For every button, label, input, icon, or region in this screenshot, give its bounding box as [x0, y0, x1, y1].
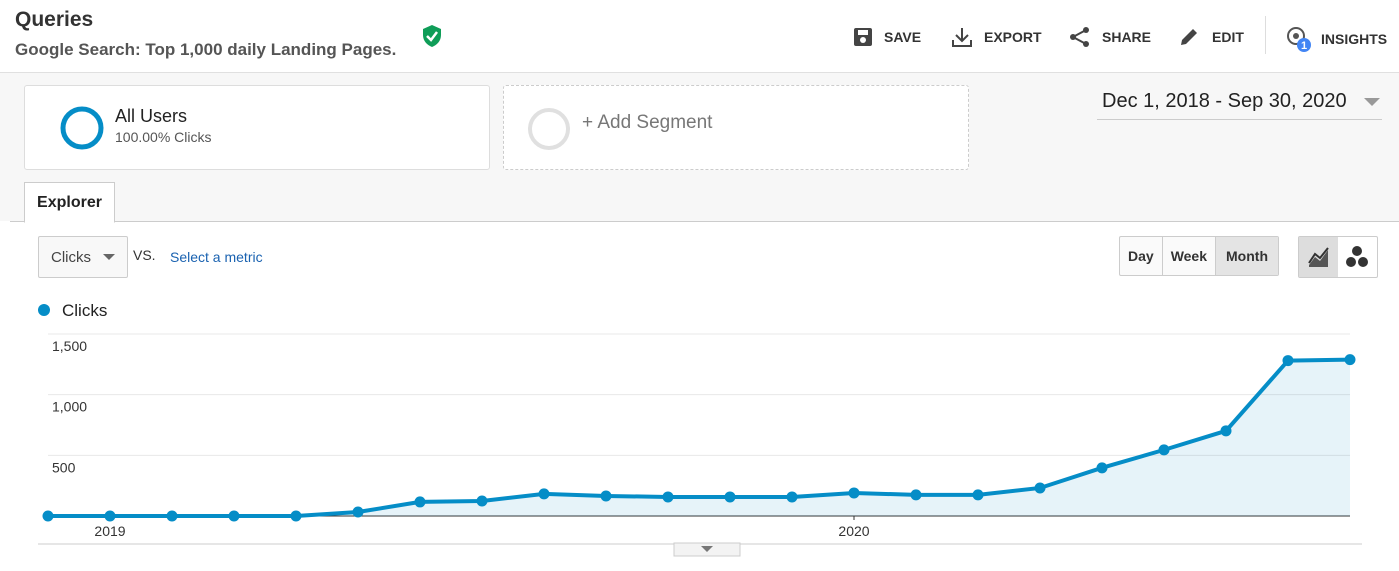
point — [1158, 444, 1170, 456]
verified-icon — [423, 25, 441, 47]
point — [1344, 354, 1356, 366]
y-tick-label: 500 — [52, 459, 76, 475]
point — [1096, 462, 1108, 474]
segment-ring — [60, 106, 104, 150]
line — [48, 357, 1351, 518]
insights-badge: 1 — [1301, 40, 1307, 52]
dropdown-arrow — [1364, 98, 1380, 106]
y-tick-label: 1,500 — [52, 338, 87, 354]
report-subtitle: Google Search: Top 1,000 daily Landing P… — [15, 40, 397, 59]
point — [724, 491, 736, 503]
legend-swatch — [38, 304, 50, 316]
segment-name: All Users — [115, 106, 188, 126]
explorer-tab[interactable]: Explorer — [24, 182, 115, 223]
legend-label: Clicks — [62, 301, 107, 320]
button-label: SAVE — [884, 29, 922, 45]
add-segment-label: + Add Segment — [582, 112, 713, 133]
point — [972, 489, 984, 501]
date-range-text: Dec 1, 2018 - Sep 30, 2020 — [1102, 90, 1347, 112]
select-metric-link[interactable]: Select a metric — [170, 249, 263, 265]
point — [1220, 425, 1232, 437]
add-segment[interactable]: + Add Segment — [503, 85, 969, 170]
point — [1034, 482, 1046, 494]
point — [42, 510, 54, 522]
chart-type-group — [1298, 236, 1378, 278]
date-range[interactable]: Dec 1, 2018 - Sep 30, 2020 — [1097, 90, 1382, 120]
button-label: EDIT — [1212, 29, 1244, 45]
save-button[interactable]: SAVE — [852, 26, 921, 48]
month-button[interactable]: Month — [1216, 237, 1278, 275]
point — [1282, 355, 1294, 367]
dropdown-arrow — [103, 254, 115, 260]
point — [352, 506, 364, 518]
add-ring — [528, 108, 570, 150]
y-tick-label: 1,000 — [52, 399, 87, 415]
insights-button[interactable]: 1 INSIGHTS — [1285, 26, 1387, 52]
week-button[interactable]: Week — [1163, 237, 1217, 275]
edit-button[interactable]: EDIT — [1178, 26, 1244, 48]
day-button[interactable]: Day — [1120, 237, 1163, 275]
line-chart-button[interactable] — [1299, 237, 1338, 277]
export-button[interactable]: EXPORT — [950, 26, 1042, 48]
x-tick-label: 2020 — [838, 523, 869, 539]
tab-rule — [10, 221, 1399, 222]
point — [786, 491, 798, 503]
point — [476, 495, 488, 507]
vs-label: VS. — [133, 247, 156, 263]
point — [910, 489, 922, 501]
header: Queries Google Search: Top 1,000 daily L… — [0, 0, 1399, 73]
area — [48, 359, 1350, 516]
granularity-group: Day Week Month — [1119, 236, 1279, 276]
metric-label: Clicks — [51, 249, 91, 266]
button-label: EXPORT — [984, 29, 1042, 45]
motion-chart-button[interactable] — [1338, 237, 1377, 277]
point — [600, 490, 612, 502]
point — [662, 491, 674, 503]
segment-card[interactable]: All Users 100.00% Clicks — [24, 85, 490, 170]
point — [538, 488, 550, 500]
share-button[interactable]: SHARE — [1068, 26, 1151, 48]
point — [848, 487, 860, 499]
point — [414, 496, 426, 508]
button-label: SHARE — [1102, 29, 1152, 45]
metric-dropdown[interactable]: Clicks — [38, 236, 128, 278]
divider — [1265, 16, 1266, 54]
x-tick-label: 2019 — [94, 523, 125, 539]
chart: Clicks 500 1,000 1,500 2019 2020 — [38, 301, 1362, 557]
point — [290, 510, 302, 522]
point — [228, 510, 240, 522]
collapse-arrow — [701, 546, 713, 552]
point — [104, 510, 116, 522]
button-label: INSIGHTS — [1321, 31, 1388, 47]
segment-detail: 100.00% Clicks — [115, 129, 212, 145]
report-title: Queries — [15, 8, 94, 31]
point — [166, 510, 178, 522]
